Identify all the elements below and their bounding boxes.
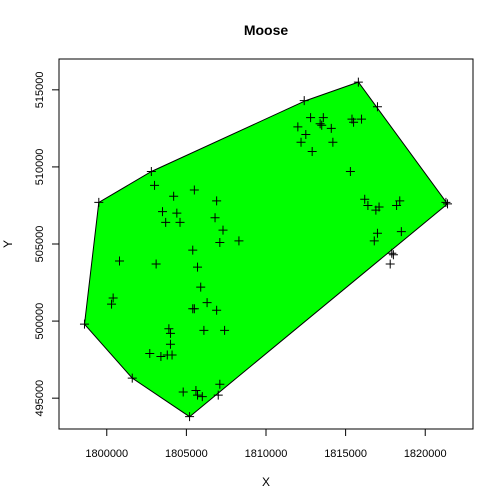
- data-point: [387, 248, 397, 258]
- data-point: [353, 77, 363, 87]
- x-axis-label: X: [262, 475, 270, 489]
- data-point: [158, 207, 167, 217]
- data-point: [317, 120, 327, 130]
- data-point: [193, 390, 203, 400]
- y-axis-label: Y: [1, 240, 15, 248]
- data-point: [185, 412, 195, 422]
- data-point: [189, 304, 199, 314]
- data-point: [385, 259, 395, 269]
- data-point: [150, 180, 160, 190]
- data-point: [301, 130, 311, 140]
- data-point: [161, 217, 171, 227]
- data-point: [167, 350, 177, 360]
- data-point: [213, 390, 223, 400]
- chart-title: Moose: [244, 22, 289, 38]
- data-point: [165, 339, 175, 349]
- data-point: [363, 200, 373, 210]
- data-point: [94, 197, 104, 207]
- y-tick-label: 495000: [34, 380, 46, 417]
- data-point: [107, 299, 117, 309]
- data-point: [215, 237, 225, 247]
- data-point: [193, 262, 203, 272]
- data-point: [156, 352, 166, 362]
- data-point: [146, 167, 156, 177]
- y-tick-label: 510000: [34, 149, 46, 186]
- data-point: [191, 385, 201, 395]
- data-point: [145, 348, 155, 358]
- x-axis: 1800000 1805000 1810000 1815000 1820000: [85, 428, 447, 460]
- data-point: [169, 191, 179, 201]
- data-point: [189, 185, 199, 195]
- x-tick-label: 1805000: [165, 448, 208, 460]
- x-tick-label: 1800000: [85, 448, 128, 460]
- data-point: [392, 200, 402, 210]
- data-point: [293, 122, 303, 132]
- data-point: [127, 373, 137, 383]
- data-point: [306, 113, 316, 123]
- data-point: [318, 113, 328, 123]
- data-point: [210, 213, 220, 223]
- data-point: [307, 147, 317, 156]
- data-point: [199, 325, 209, 335]
- data-point: [388, 250, 398, 260]
- data-point: [349, 117, 359, 127]
- data-point: [115, 256, 125, 266]
- data-point: [108, 293, 118, 303]
- data-point: [172, 208, 182, 218]
- data-point: [188, 245, 198, 255]
- data-point: [369, 236, 379, 246]
- y-tick-label: 515000: [34, 71, 46, 108]
- y-tick-label: 505000: [34, 226, 46, 263]
- data-point: [396, 227, 406, 237]
- data-point: [441, 197, 451, 207]
- data-point: [315, 119, 325, 129]
- data-point: [218, 225, 228, 235]
- data-point: [234, 236, 244, 246]
- data-point: [296, 137, 306, 147]
- data-point: [79, 319, 89, 329]
- data-point: [326, 123, 336, 133]
- data-point: [212, 305, 222, 315]
- data-point: [374, 202, 384, 212]
- data-point: [372, 228, 382, 238]
- data-point: [345, 167, 355, 177]
- data-point: [151, 259, 161, 269]
- x-tick-label: 1815000: [324, 448, 367, 460]
- data-point: [443, 199, 453, 209]
- data-point: [220, 325, 230, 335]
- data-point: [357, 114, 367, 124]
- data-point: [299, 96, 309, 106]
- data-point: [212, 196, 222, 206]
- data-point: [215, 379, 225, 389]
- x-tick-label: 1810000: [245, 448, 288, 460]
- data-point: [395, 196, 405, 206]
- data-point: [372, 102, 382, 112]
- data-point: [202, 298, 212, 308]
- data-point: [328, 137, 338, 147]
- home-range-polygon: [83, 81, 449, 418]
- data-point: [165, 328, 175, 338]
- x-tick-label: 1820000: [404, 448, 447, 460]
- y-axis: 495000 500000 505000 510000 515000: [34, 71, 60, 417]
- data-point: [164, 324, 174, 334]
- data-point: [197, 392, 207, 402]
- data-point: [196, 282, 206, 292]
- y-tick-label: 500000: [34, 303, 46, 340]
- data-point: [360, 194, 370, 204]
- plot-panel: [79, 77, 453, 422]
- data-point: [175, 217, 185, 227]
- data-point: [178, 387, 188, 397]
